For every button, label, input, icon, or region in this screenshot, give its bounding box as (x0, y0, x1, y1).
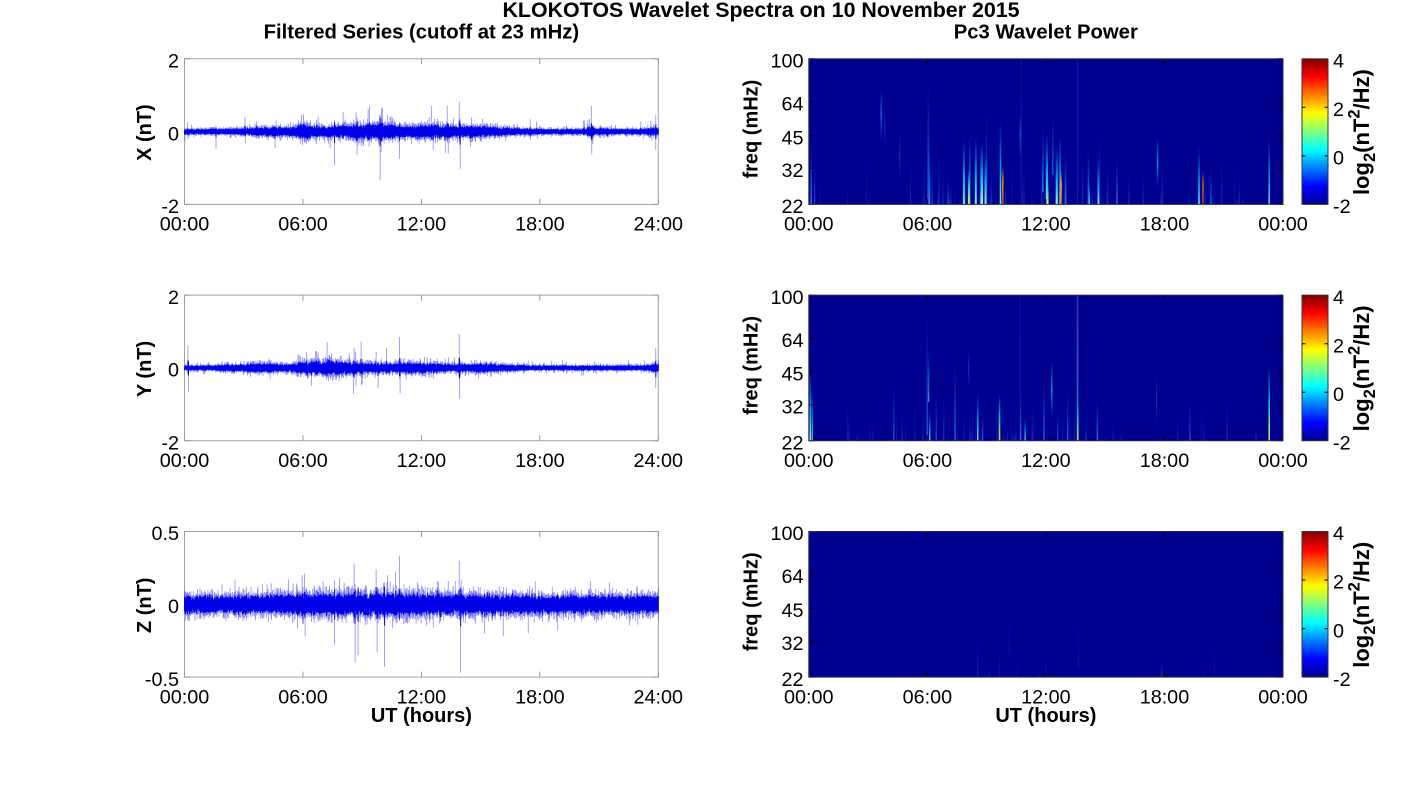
svg-text:KLOKOTOS Wavelet Spectra on 10: KLOKOTOS Wavelet Spectra on 10 November … (502, 0, 1019, 22)
svg-text:-2: -2 (1333, 669, 1351, 691)
svg-text:12:00: 12:00 (397, 214, 447, 236)
svg-text:4: 4 (1333, 51, 1344, 73)
svg-text:00:00: 00:00 (1258, 686, 1308, 708)
svg-text:00:00: 00:00 (160, 214, 210, 236)
svg-text:Z (nT): Z (nT) (134, 578, 156, 634)
svg-text:00:00: 00:00 (1258, 450, 1308, 472)
svg-text:log2(nT2/Hz): log2(nT2/Hz) (1346, 69, 1380, 195)
svg-text:0: 0 (1333, 384, 1344, 406)
svg-text:45: 45 (781, 600, 803, 622)
svg-text:32: 32 (781, 396, 803, 418)
svg-text:06:00: 06:00 (278, 450, 328, 472)
svg-text:32: 32 (781, 160, 803, 182)
svg-text:18:00: 18:00 (515, 686, 565, 708)
svg-text:00:00: 00:00 (784, 450, 834, 472)
svg-text:2: 2 (1333, 99, 1344, 121)
svg-text:06:00: 06:00 (903, 450, 953, 472)
svg-text:0: 0 (1333, 620, 1344, 642)
svg-text:-2: -2 (1333, 196, 1351, 218)
svg-text:12:00: 12:00 (397, 686, 447, 708)
svg-text:freq (mHz): freq (mHz) (740, 552, 762, 651)
svg-text:45: 45 (781, 127, 803, 149)
svg-text:24:00: 24:00 (634, 450, 684, 472)
svg-text:00:00: 00:00 (160, 450, 210, 472)
svg-text:12:00: 12:00 (397, 450, 447, 472)
svg-text:64: 64 (781, 330, 803, 352)
svg-text:log2(nT2/Hz): log2(nT2/Hz) (1346, 305, 1380, 431)
svg-text:0: 0 (168, 123, 179, 145)
svg-text:22: 22 (781, 432, 803, 454)
svg-text:2: 2 (168, 51, 179, 73)
svg-text:22: 22 (781, 669, 803, 691)
svg-text:24:00: 24:00 (634, 686, 684, 708)
svg-text:freq (mHz): freq (mHz) (740, 80, 762, 179)
svg-text:-2: -2 (161, 432, 179, 454)
svg-text:-2: -2 (161, 196, 179, 218)
svg-text:45: 45 (781, 364, 803, 386)
svg-text:06:00: 06:00 (903, 214, 953, 236)
svg-text:18:00: 18:00 (515, 214, 565, 236)
svg-text:24:00: 24:00 (634, 214, 684, 236)
svg-text:0: 0 (168, 596, 179, 618)
svg-text:4: 4 (1333, 523, 1344, 545)
svg-text:64: 64 (781, 93, 803, 115)
svg-text:00:00: 00:00 (784, 214, 834, 236)
svg-text:32: 32 (781, 633, 803, 655)
svg-text:100: 100 (770, 287, 803, 309)
svg-text:log2(nT2/Hz): log2(nT2/Hz) (1346, 542, 1380, 668)
svg-text:freq (mHz): freq (mHz) (740, 316, 762, 415)
svg-text:18:00: 18:00 (1140, 450, 1190, 472)
svg-text:22: 22 (781, 196, 803, 218)
svg-text:06:00: 06:00 (278, 214, 328, 236)
svg-text:-2: -2 (1333, 432, 1351, 454)
svg-text:2: 2 (1333, 335, 1344, 357)
svg-text:UT (hours): UT (hours) (995, 705, 1096, 727)
svg-text:12:00: 12:00 (1021, 214, 1071, 236)
svg-text:X (nT): X (nT) (134, 104, 156, 161)
svg-text:18:00: 18:00 (515, 450, 565, 472)
svg-text:2: 2 (168, 287, 179, 309)
svg-text:UT (hours): UT (hours) (371, 705, 472, 727)
svg-text:100: 100 (770, 523, 803, 545)
svg-text:-0.5: -0.5 (145, 669, 179, 691)
svg-text:100: 100 (770, 51, 803, 73)
svg-text:00:00: 00:00 (784, 686, 834, 708)
svg-text:0: 0 (168, 360, 179, 382)
svg-text:12:00: 12:00 (1021, 686, 1071, 708)
svg-text:12:00: 12:00 (1021, 450, 1071, 472)
svg-text:18:00: 18:00 (1140, 686, 1190, 708)
svg-text:06:00: 06:00 (278, 686, 328, 708)
svg-text:0: 0 (1333, 148, 1344, 170)
svg-text:0.5: 0.5 (152, 523, 180, 545)
svg-text:Filtered Series (cutoff at 23: Filtered Series (cutoff at 23 mHz) (264, 22, 580, 44)
svg-text:4: 4 (1333, 287, 1344, 309)
svg-text:06:00: 06:00 (903, 686, 953, 708)
svg-text:00:00: 00:00 (160, 686, 210, 708)
svg-text:2: 2 (1333, 572, 1344, 594)
svg-text:64: 64 (781, 566, 803, 588)
svg-text:Y (nT): Y (nT) (134, 341, 156, 397)
svg-text:18:00: 18:00 (1140, 214, 1190, 236)
svg-text:Pc3 Wavelet Power: Pc3 Wavelet Power (954, 22, 1138, 44)
svg-text:00:00: 00:00 (1258, 214, 1308, 236)
